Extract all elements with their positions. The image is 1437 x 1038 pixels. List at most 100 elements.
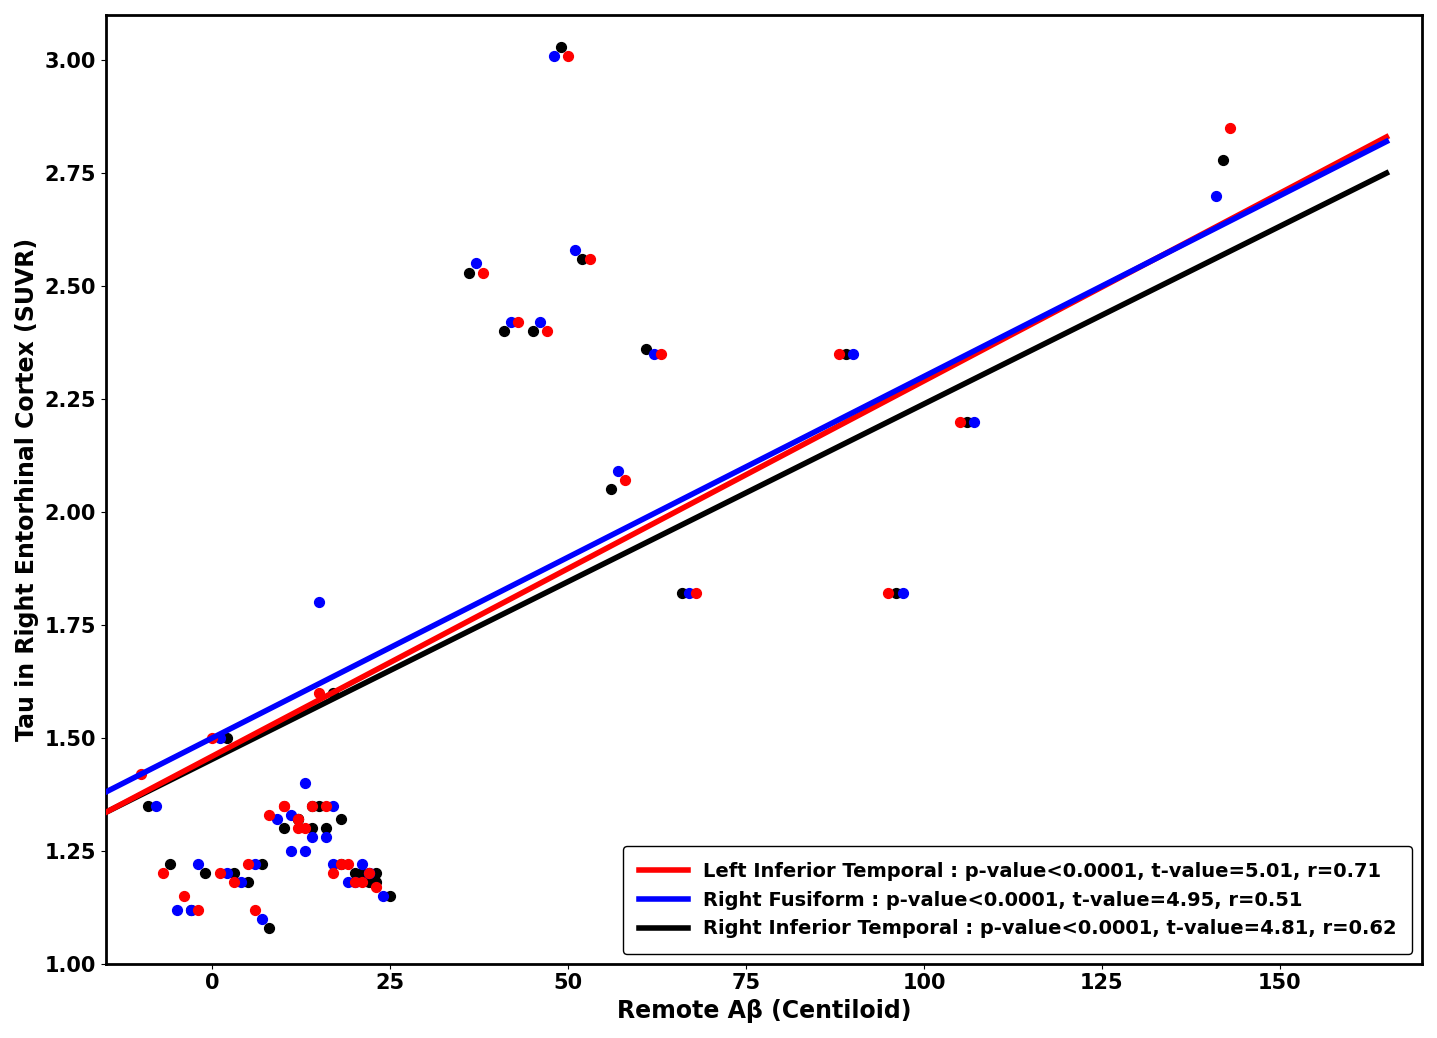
Point xyxy=(300,797,323,814)
Point xyxy=(671,585,694,602)
Point xyxy=(835,346,858,362)
X-axis label: Remote Aβ (Centiloid): Remote Aβ (Centiloid) xyxy=(616,999,911,1023)
Point xyxy=(365,874,388,891)
Point xyxy=(279,843,302,859)
Point xyxy=(507,313,530,330)
Point xyxy=(578,250,601,267)
Point xyxy=(151,865,174,881)
Point xyxy=(642,346,665,362)
Point xyxy=(522,323,545,339)
Point xyxy=(570,250,593,267)
Point xyxy=(201,730,224,746)
Point xyxy=(1219,119,1242,136)
Point xyxy=(336,856,359,873)
Point xyxy=(678,585,701,602)
Point xyxy=(1204,188,1227,204)
Point xyxy=(358,865,381,881)
Point xyxy=(244,856,267,873)
Point xyxy=(272,797,295,814)
Point xyxy=(315,820,338,837)
Point xyxy=(315,797,338,814)
Point xyxy=(963,413,986,430)
Point xyxy=(329,811,352,827)
Point xyxy=(365,865,388,881)
Point xyxy=(286,811,309,827)
Point xyxy=(272,797,295,814)
Point xyxy=(158,856,181,873)
Point xyxy=(650,346,673,362)
Point xyxy=(172,887,195,904)
Point xyxy=(536,323,559,339)
Point xyxy=(315,829,338,846)
Point xyxy=(343,865,366,881)
Point xyxy=(300,829,323,846)
Point xyxy=(457,265,480,281)
Point xyxy=(563,242,586,258)
Point xyxy=(286,811,309,827)
Point xyxy=(286,811,309,827)
Point xyxy=(300,820,323,837)
Y-axis label: Tau in Right Entorhinal Cortex (SUVR): Tau in Right Entorhinal Cortex (SUVR) xyxy=(14,238,39,741)
Point xyxy=(187,856,210,873)
Point xyxy=(365,878,388,895)
Point xyxy=(877,585,900,602)
Point xyxy=(343,874,366,891)
Point xyxy=(336,874,359,891)
Point xyxy=(685,585,708,602)
Point xyxy=(351,865,374,881)
Point xyxy=(329,856,352,873)
Point xyxy=(279,807,302,823)
Point xyxy=(891,585,914,602)
Point xyxy=(351,874,374,891)
Point xyxy=(237,856,260,873)
Point xyxy=(322,865,345,881)
Legend: Left Inferior Temporal : p-value<0.0001, t-value=5.01, r=0.71, Right Fusiform : : Left Inferior Temporal : p-value<0.0001,… xyxy=(624,846,1413,954)
Point xyxy=(635,342,658,358)
Point xyxy=(208,730,231,746)
Point xyxy=(223,874,246,891)
Point xyxy=(216,730,239,746)
Point xyxy=(464,255,487,272)
Point xyxy=(293,843,316,859)
Point xyxy=(556,48,579,64)
Point xyxy=(322,684,345,701)
Point xyxy=(144,797,167,814)
Point xyxy=(606,463,629,480)
Point xyxy=(251,910,274,927)
Point xyxy=(237,874,260,891)
Point xyxy=(329,856,352,873)
Point xyxy=(322,856,345,873)
Point xyxy=(471,265,494,281)
Point xyxy=(180,901,203,918)
Point xyxy=(187,901,210,918)
Point xyxy=(230,874,253,891)
Point xyxy=(137,797,160,814)
Point xyxy=(948,413,971,430)
Point xyxy=(358,874,381,891)
Point xyxy=(358,865,381,881)
Point xyxy=(300,797,323,814)
Point xyxy=(322,797,345,814)
Point xyxy=(308,594,331,610)
Point xyxy=(293,774,316,791)
Point xyxy=(529,313,552,330)
Point xyxy=(351,856,374,873)
Point xyxy=(223,865,246,881)
Point xyxy=(293,820,316,837)
Point xyxy=(884,585,907,602)
Point xyxy=(194,865,217,881)
Point xyxy=(543,48,566,64)
Point xyxy=(493,323,516,339)
Point xyxy=(180,901,203,918)
Point xyxy=(257,920,280,936)
Point xyxy=(244,901,267,918)
Point xyxy=(358,865,381,881)
Point xyxy=(372,887,395,904)
Point xyxy=(129,766,152,783)
Point xyxy=(549,38,572,55)
Point xyxy=(956,413,979,430)
Point xyxy=(251,856,274,873)
Point xyxy=(599,481,622,497)
Point xyxy=(343,874,366,891)
Point xyxy=(165,901,188,918)
